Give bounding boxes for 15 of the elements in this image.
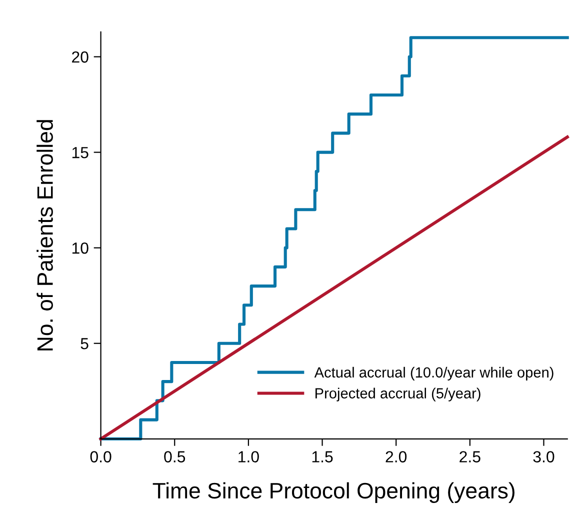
- y-axis-title: No. of Patients Enrolled: [36, 120, 53, 350]
- y-tick-label: 20: [72, 51, 88, 63]
- x-tick-label: 2.5: [460, 451, 480, 462]
- x-tick-label: 1.5: [312, 451, 333, 462]
- x-tick-label: 0.5: [164, 451, 186, 462]
- x-tick-label: 1.0: [238, 451, 259, 462]
- legend-label: Actual accrual (10.0/year while open): [314, 366, 554, 380]
- x-axis-title: Time Since Protocol Opening (years): [152, 482, 514, 503]
- x-tick-label: 2.0: [386, 451, 407, 462]
- x-tick-label: 0.0: [90, 451, 112, 462]
- y-tick-label: 5: [80, 338, 88, 350]
- x-tick-label: 3.0: [533, 451, 554, 462]
- y-tick-label: 10: [72, 242, 88, 254]
- legend-label: Projected accrual (5/year): [316, 388, 480, 402]
- y-tick-label: 15: [72, 147, 88, 158]
